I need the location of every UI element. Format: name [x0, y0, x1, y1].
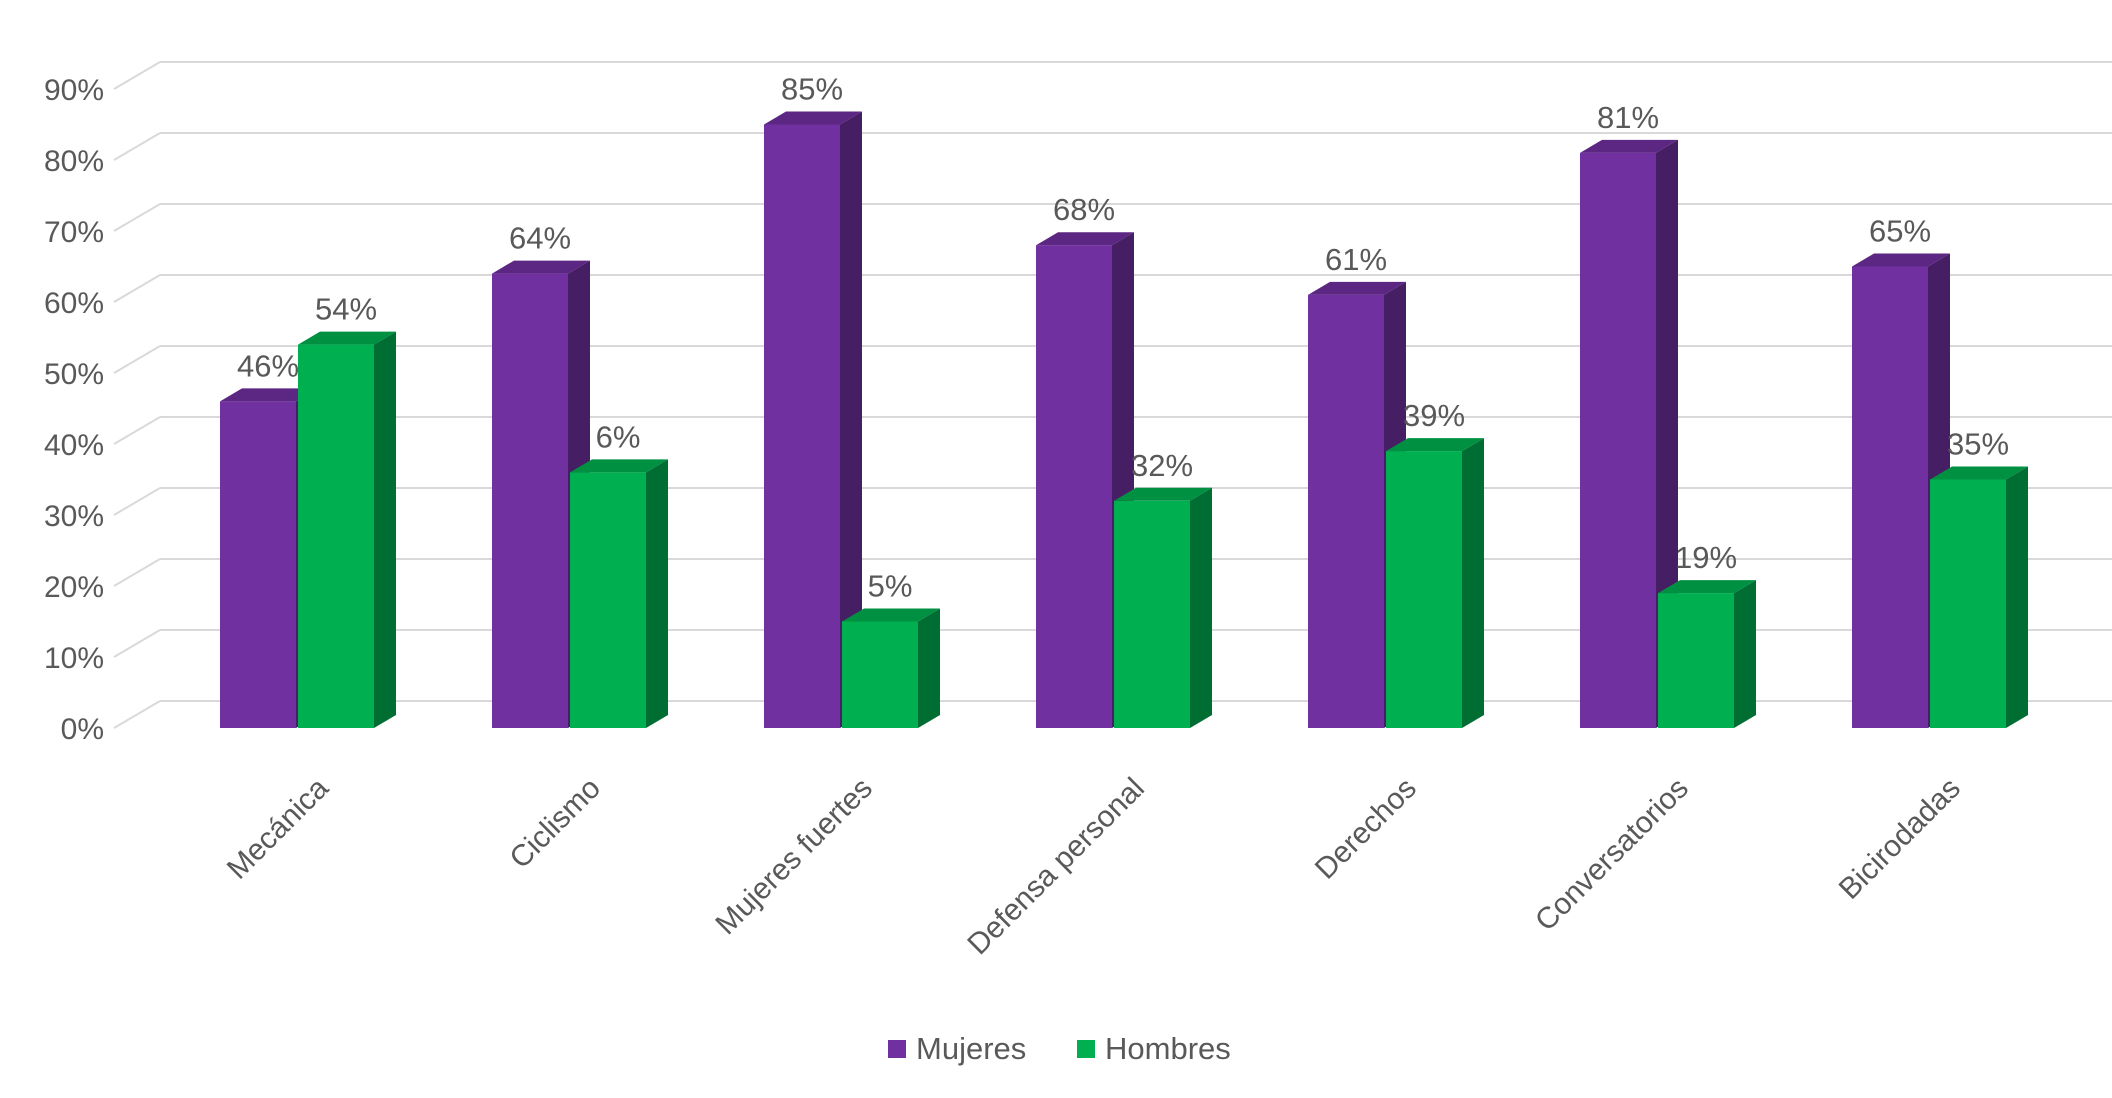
y-tick-label: 80% — [44, 145, 104, 178]
legend-label: Mujeres — [916, 1031, 1026, 1066]
legend-label: Hombres — [1105, 1031, 1231, 1066]
category-label: Mujeres fuertes — [709, 772, 879, 942]
legend: Mujeres Hombres — [888, 1031, 1231, 1066]
gridline-diagonal — [113, 203, 161, 232]
y-tick-label: 50% — [44, 358, 104, 391]
y-tick-label: 40% — [44, 429, 104, 462]
bar-mujeres — [764, 111, 862, 728]
bar-mujeres — [1580, 139, 1678, 728]
y-tick-label: 30% — [44, 500, 104, 533]
bar-hombres — [842, 608, 940, 728]
category-label: Bicirodadas — [1833, 772, 1967, 906]
y-axis-ticks: 0% 10% 20% 30% 40% 50% 60% 70% 80% 90% — [44, 74, 104, 746]
y-tick-label: 10% — [44, 642, 104, 675]
gridline-diagonal — [113, 629, 161, 658]
category-label: Derechos — [1309, 772, 1423, 886]
data-label: 39% — [1403, 398, 1465, 433]
y-tick-label: 20% — [44, 571, 104, 604]
category-label: Ciclismo — [503, 772, 606, 875]
data-label: 68% — [1053, 192, 1115, 227]
bar-hombres — [570, 459, 668, 728]
y-tick-label: 60% — [44, 287, 104, 320]
bar-hombres — [1658, 580, 1756, 728]
data-label: 46% — [237, 348, 299, 383]
y-tick-label: 0% — [61, 713, 104, 746]
gridline-diagonal — [113, 487, 161, 516]
bar-hombres — [1930, 466, 2028, 728]
category-label: Conversatorios — [1529, 772, 1695, 938]
data-label: 64% — [509, 221, 571, 256]
data-labels: 46% 54% 64% 6% 85% 5% 68% 32% 61% 39% 81% 19% 65% 35% — [237, 72, 2009, 604]
gridline-diagonal — [113, 700, 161, 729]
gridline-diagonal — [113, 61, 161, 90]
legend-swatch — [1077, 1040, 1095, 1058]
data-label: 61% — [1325, 242, 1387, 277]
y-tick-label: 70% — [44, 216, 104, 249]
data-label: 32% — [1131, 448, 1193, 483]
data-label: 81% — [1597, 100, 1659, 135]
gridline-diagonal — [113, 416, 161, 445]
gridline-diagonal — [113, 558, 161, 587]
x-axis-categories: Mecánica Ciclismo Mujeres fuertes Defensa p… — [221, 771, 1967, 961]
data-label: 19% — [1675, 540, 1737, 575]
data-label: 35% — [1947, 427, 2009, 462]
data-label: 5% — [868, 569, 913, 604]
category-label: Mecánica — [221, 771, 335, 885]
bar-mujeres — [492, 260, 590, 728]
gridline-diagonal — [113, 274, 161, 303]
data-label: 65% — [1869, 214, 1931, 249]
bars — [220, 111, 2028, 728]
gridline-diagonal — [113, 345, 161, 374]
category-label: Defensa personal — [961, 772, 1151, 962]
bar-hombres — [1386, 438, 1484, 728]
y-tick-label: 90% — [44, 74, 104, 107]
legend-swatch — [888, 1040, 906, 1058]
bar-hombres — [1114, 487, 1212, 728]
data-label: 85% — [781, 72, 843, 107]
data-label: 6% — [596, 419, 641, 454]
bar-hombres — [298, 331, 396, 728]
data-label: 54% — [315, 292, 377, 327]
gridline-diagonal — [113, 132, 161, 161]
